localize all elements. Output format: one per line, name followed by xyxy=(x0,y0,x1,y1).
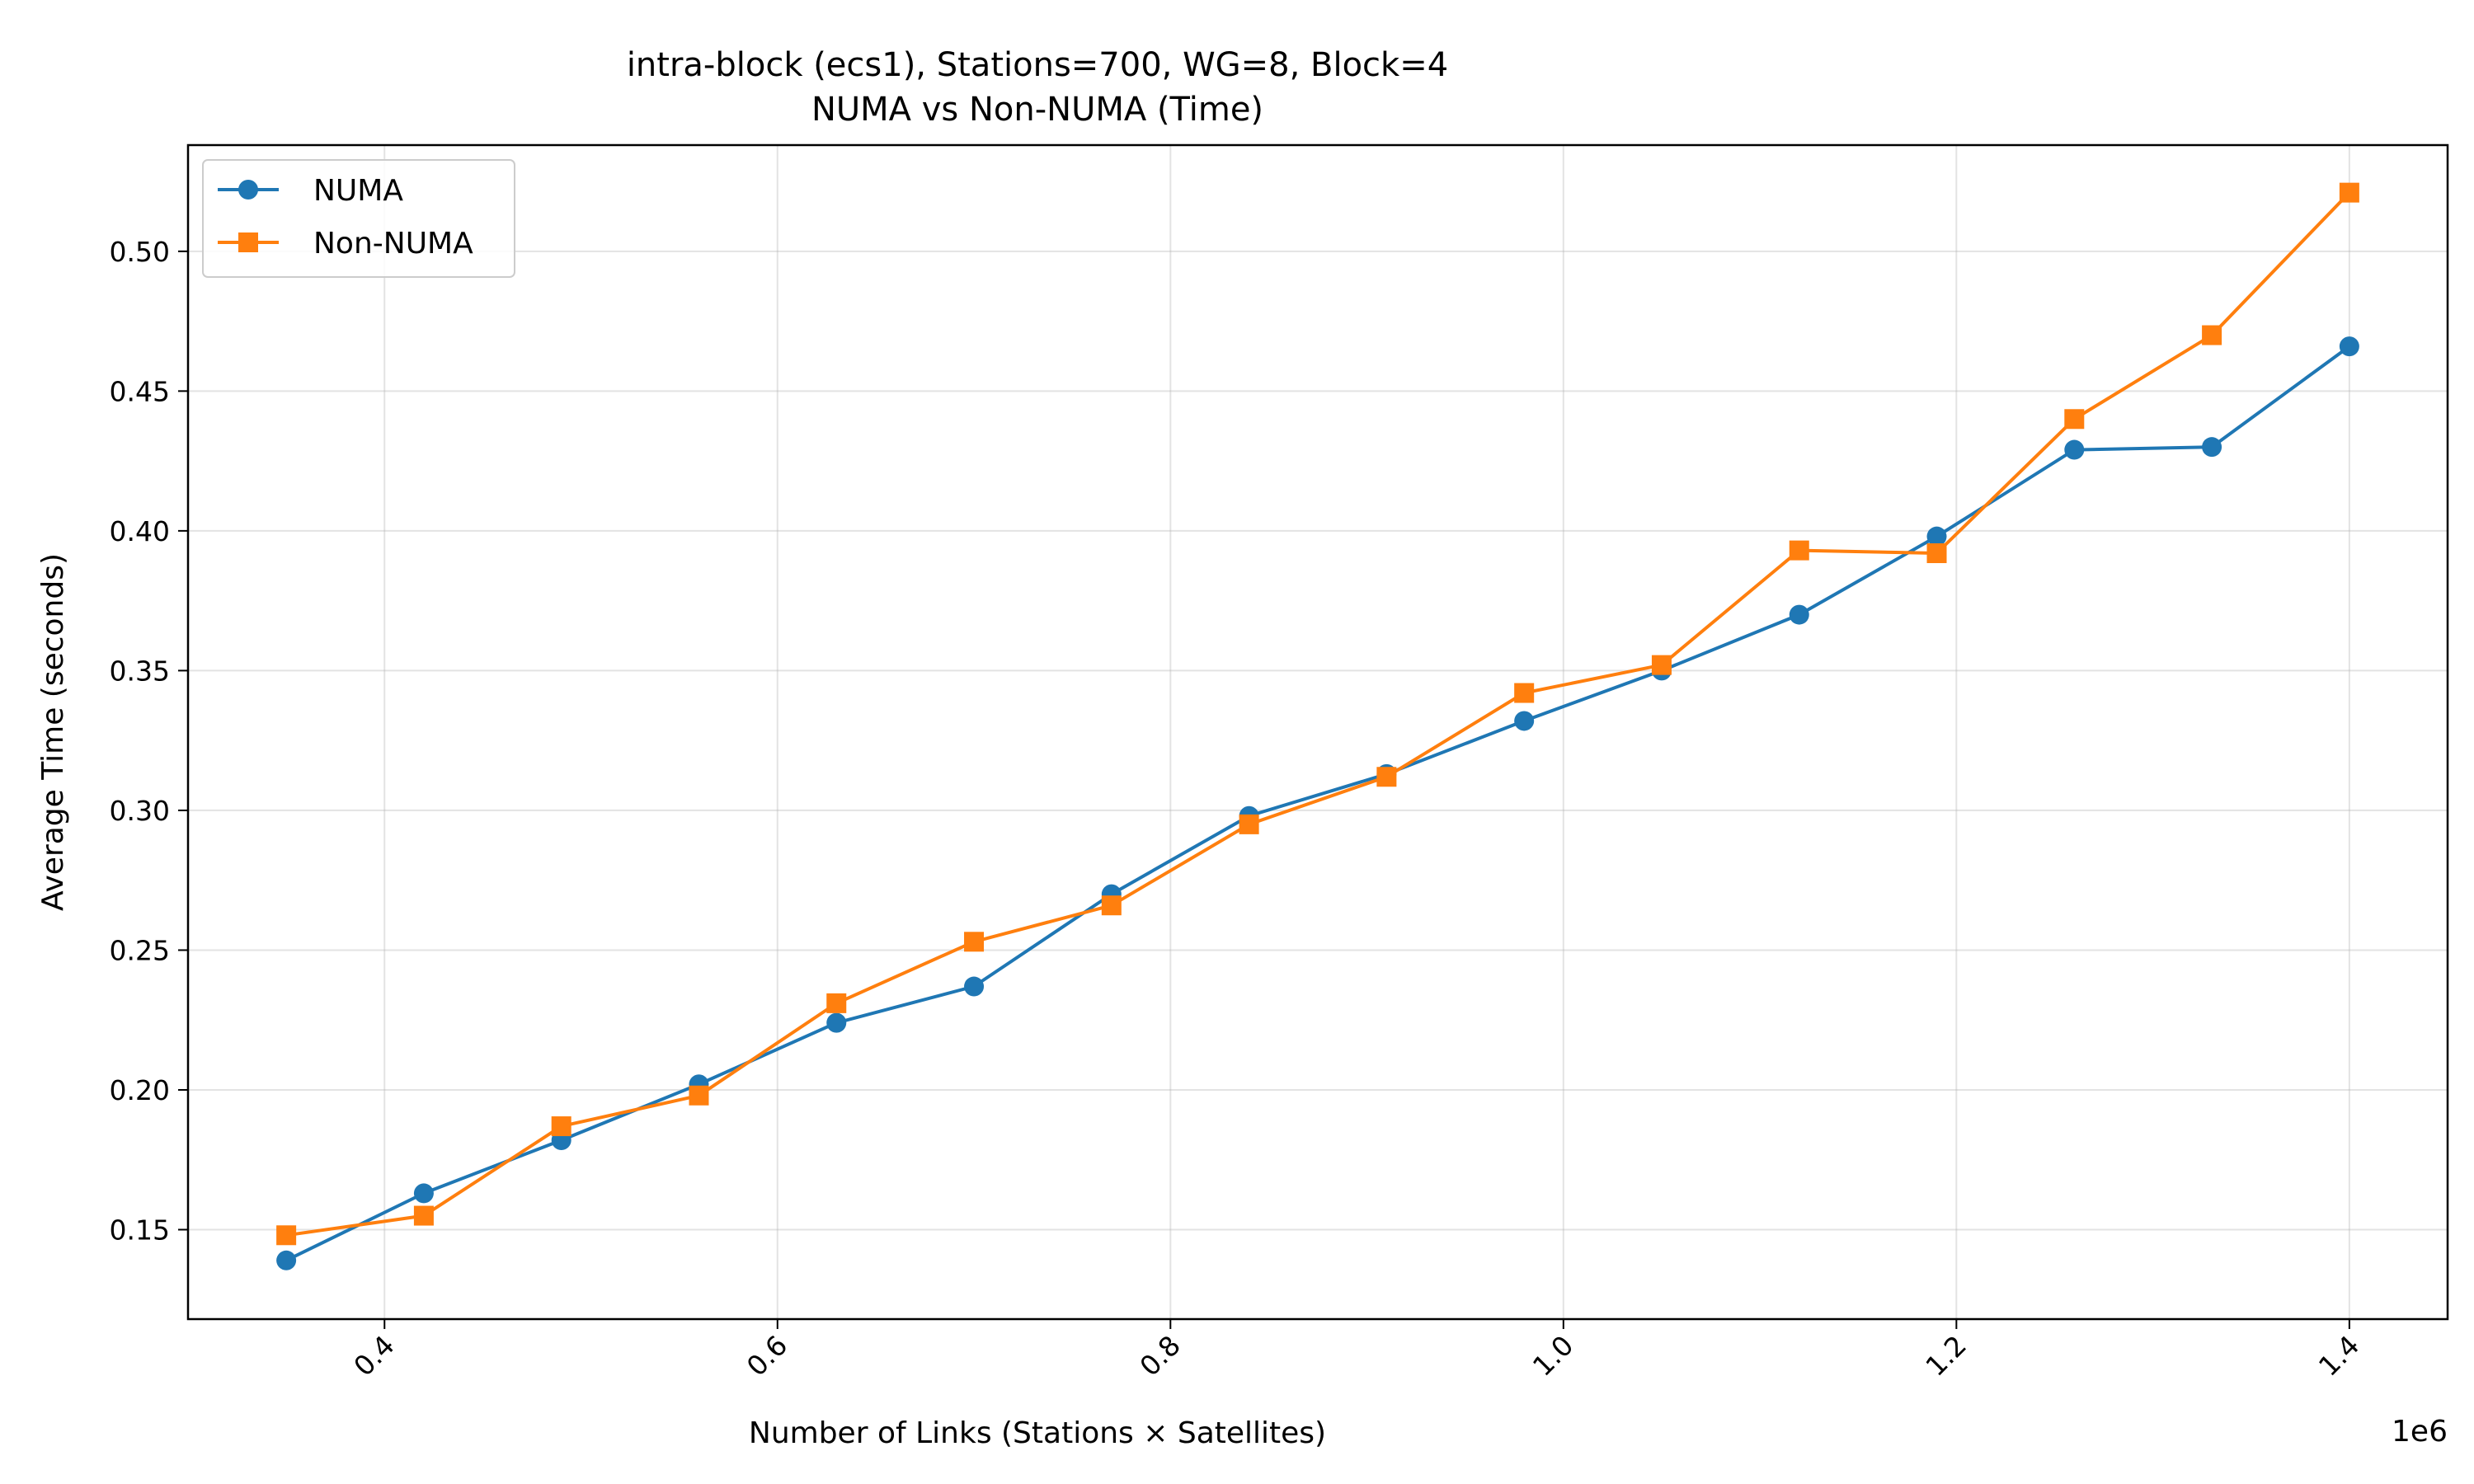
y-tick-label: 0.50 xyxy=(110,236,170,268)
data-point-non-numa xyxy=(1926,543,1947,564)
data-point-numa xyxy=(1514,711,1535,731)
y-tick-label: 0.40 xyxy=(110,515,170,547)
chart-subtitle: NUMA vs Non-NUMA (Time) xyxy=(811,91,1263,129)
data-point-numa xyxy=(2064,439,2085,460)
plot-frame xyxy=(186,143,2449,1321)
data-point-non-numa xyxy=(1101,895,1122,916)
legend-marker-numa xyxy=(238,180,258,200)
data-point-numa xyxy=(826,1012,847,1033)
data-point-non-numa xyxy=(276,1225,297,1246)
data-point-non-numa xyxy=(413,1205,434,1226)
data-point-non-numa xyxy=(551,1116,571,1137)
legend-marker-non-numa xyxy=(238,232,258,252)
y-tick-label: 0.20 xyxy=(110,1074,170,1106)
data-point-non-numa xyxy=(1376,767,1397,787)
series-line-non-numa xyxy=(285,191,2351,1237)
y-tick-label: 0.45 xyxy=(110,375,170,407)
data-point-non-numa xyxy=(1651,655,1672,675)
y-tick-label: 0.35 xyxy=(110,655,170,687)
data-point-numa xyxy=(2202,437,2222,458)
legend-label-non-numa: Non-NUMA xyxy=(313,227,473,261)
x-axis-label: Number of Links (Stations × Satellites) xyxy=(749,1416,1326,1450)
legend-label-numa: NUMA xyxy=(313,174,403,208)
data-point-non-numa xyxy=(2202,325,2222,345)
data-point-non-numa xyxy=(1789,540,1809,561)
y-tick-label: 0.15 xyxy=(110,1214,170,1247)
y-tick-label: 0.25 xyxy=(110,934,170,966)
data-point-non-numa xyxy=(2339,182,2359,203)
legend: NUMA Non-NUMA xyxy=(202,159,515,278)
grid xyxy=(188,145,2448,1319)
data-point-non-numa xyxy=(2064,409,2085,430)
y-axis: 0.15 0.20 0.25 0.30 0.35 0.40 0.45 0.50 xyxy=(110,236,188,1247)
data-point-non-numa xyxy=(1239,814,1259,834)
data-point-non-numa xyxy=(964,932,985,952)
data-point-numa xyxy=(413,1183,434,1204)
data-point-numa xyxy=(2339,336,2359,357)
data-point-numa xyxy=(964,976,985,997)
chart-title: intra-block (ecs1), Stations=700, WG=8, … xyxy=(627,46,1448,84)
data-point-numa xyxy=(276,1250,297,1270)
data-point-non-numa xyxy=(826,993,847,1013)
y-axis-label: Average Time (seconds) xyxy=(36,553,70,911)
data-point-numa xyxy=(1789,604,1809,625)
y-tick-label: 0.30 xyxy=(110,795,170,827)
x-axis-offset-label: 1e6 xyxy=(2392,1415,2448,1449)
data-point-non-numa xyxy=(689,1085,709,1106)
data-point-numa xyxy=(1926,526,1947,547)
series-layer xyxy=(276,182,2359,1270)
legend-box xyxy=(202,159,515,278)
data-point-non-numa xyxy=(1514,683,1535,703)
